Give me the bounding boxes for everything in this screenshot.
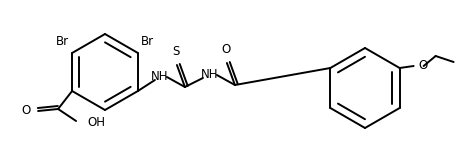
Text: NH: NH	[151, 70, 168, 84]
Text: Br: Br	[141, 35, 154, 48]
Text: O: O	[419, 60, 428, 73]
Text: Br: Br	[56, 35, 69, 48]
Text: S: S	[172, 45, 180, 58]
Text: NH: NH	[201, 68, 219, 81]
Text: O: O	[221, 43, 231, 56]
Text: OH: OH	[87, 116, 105, 130]
Text: O: O	[22, 105, 31, 117]
